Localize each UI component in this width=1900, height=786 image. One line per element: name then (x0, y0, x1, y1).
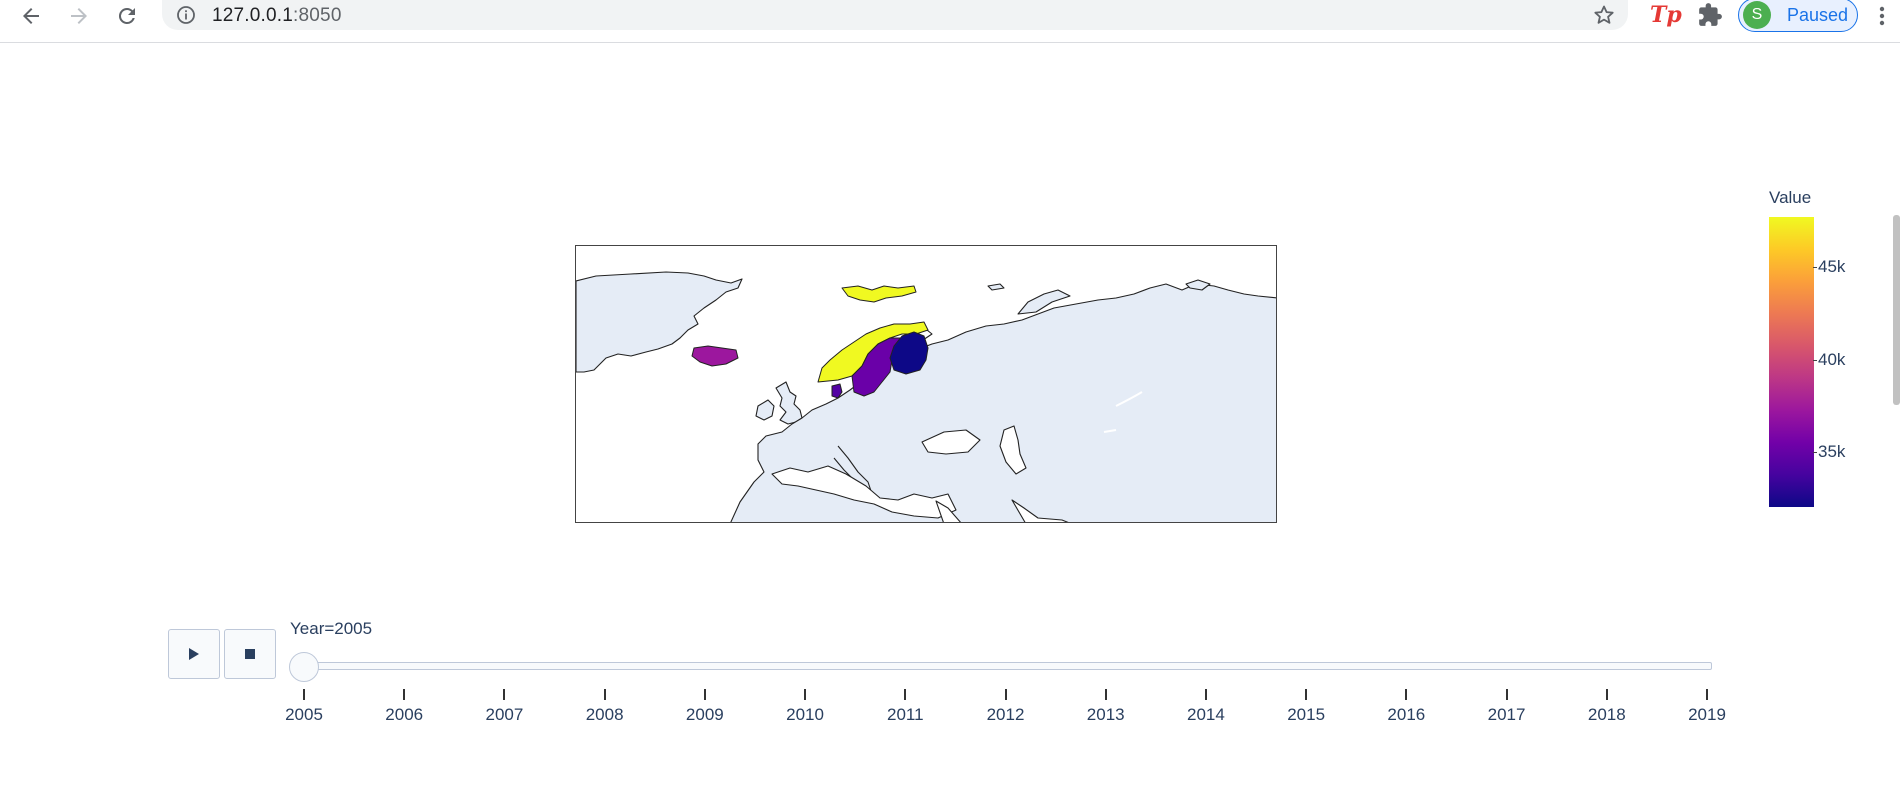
slider-step-label[interactable]: 2005 (285, 705, 323, 724)
sea-caspian (999, 425, 1027, 475)
address-bar[interactable]: 127.0.0.1:8050 (162, 0, 1628, 30)
colorbar-tick-35k: 35k (1812, 442, 1846, 461)
sea-persian-gulf (1011, 499, 1069, 522)
play-icon (189, 648, 199, 660)
profile-button[interactable]: S Paused (1738, 0, 1858, 32)
avatar: S (1743, 1, 1771, 29)
slider-tick (1505, 689, 1508, 700)
slider-current-value: Year=2005 (290, 619, 373, 638)
slider-step-label[interactable]: 2011 (887, 705, 924, 724)
region-finland (889, 331, 929, 375)
slider-tick (503, 689, 506, 700)
year-slider-rail[interactable] (302, 662, 1712, 670)
colorbar-tick-45k: 45k (1812, 257, 1846, 276)
back-icon (23, 8, 39, 24)
slider-tick (1405, 689, 1408, 700)
slider-step-label[interactable]: 2014 (1187, 705, 1225, 724)
slider-step-label[interactable]: 2008 (585, 705, 624, 724)
puzzle-icon (1699, 3, 1722, 26)
slider-tick (1305, 689, 1308, 700)
land-franz-josef (987, 283, 1005, 291)
browser-menu-button[interactable] (1878, 4, 1886, 33)
region-denmark (831, 383, 843, 399)
slider-tick (303, 689, 305, 700)
slider-step-label[interactable]: 2012 (986, 705, 1025, 724)
slider-tick (904, 689, 907, 700)
slider-tick (1104, 689, 1107, 700)
sea-black (921, 429, 981, 455)
profile-status: Paused (1787, 5, 1849, 25)
slider-tick (603, 689, 606, 700)
url-port: :8050 (293, 5, 342, 26)
url-host: 127.0.0.1 (212, 5, 294, 26)
reload-icon (118, 7, 135, 24)
slider-tick (1004, 689, 1007, 700)
year-slider-handle[interactable] (289, 652, 319, 682)
slider-tick (1204, 689, 1207, 700)
sea-red (935, 500, 961, 522)
colorbar-title: Value (1769, 188, 1812, 207)
slider-tick (1706, 689, 1708, 700)
star-icon[interactable] (1592, 3, 1616, 27)
slider-step-label[interactable]: 2016 (1387, 705, 1426, 724)
info-icon[interactable] (176, 5, 196, 25)
sea-mediterranean (771, 465, 957, 519)
stop-icon (245, 649, 255, 659)
forward-icon (71, 8, 87, 24)
land-greenland (576, 271, 743, 373)
slider-tick (804, 689, 807, 700)
region-iceland (691, 345, 739, 367)
slider-tick (1605, 689, 1608, 700)
slider-tick (703, 689, 706, 700)
land-severnaya (1185, 279, 1211, 291)
slider-step-label[interactable]: 2015 (1287, 705, 1326, 724)
region-svalbard (841, 285, 917, 303)
land-novaya-zemlya (1017, 289, 1071, 315)
url-text[interactable]: 127.0.0.1:8050 (212, 5, 342, 27)
reload-button[interactable] (110, 1, 144, 31)
choropleth-map[interactable] (575, 245, 1277, 523)
play-button[interactable] (168, 629, 220, 679)
extensions-button[interactable] (1697, 2, 1723, 33)
stop-button[interactable] (224, 629, 276, 679)
land-great-britain (775, 381, 803, 425)
colorbar (1769, 217, 1814, 507)
slider-step-label[interactable]: 2007 (485, 705, 524, 724)
page-scrollbar[interactable] (1893, 215, 1900, 405)
land-ireland (755, 399, 775, 421)
back-button[interactable] (14, 1, 48, 31)
slider-step-label[interactable]: 2018 (1587, 705, 1626, 724)
forward-button[interactable] (62, 1, 96, 31)
slider-step-label[interactable]: 2009 (685, 705, 724, 724)
slider-step-label[interactable]: 2017 (1487, 705, 1526, 724)
slider-tick (403, 689, 406, 700)
browser-toolbar: 127.0.0.1:8050 Tp S Paused (0, 0, 1900, 43)
slider-step-label[interactable]: 2013 (1086, 705, 1125, 724)
slider-step-label[interactable]: 2006 (385, 705, 424, 724)
slider-step-label[interactable]: 2019 (1688, 705, 1726, 724)
more-icon (1879, 6, 1885, 26)
tp-extension-button[interactable]: Tp (1650, 2, 1682, 28)
map-svg (576, 271, 1276, 522)
colorbar-tick-40k: 40k (1812, 350, 1846, 369)
slider-step-label[interactable]: 2010 (786, 705, 824, 724)
